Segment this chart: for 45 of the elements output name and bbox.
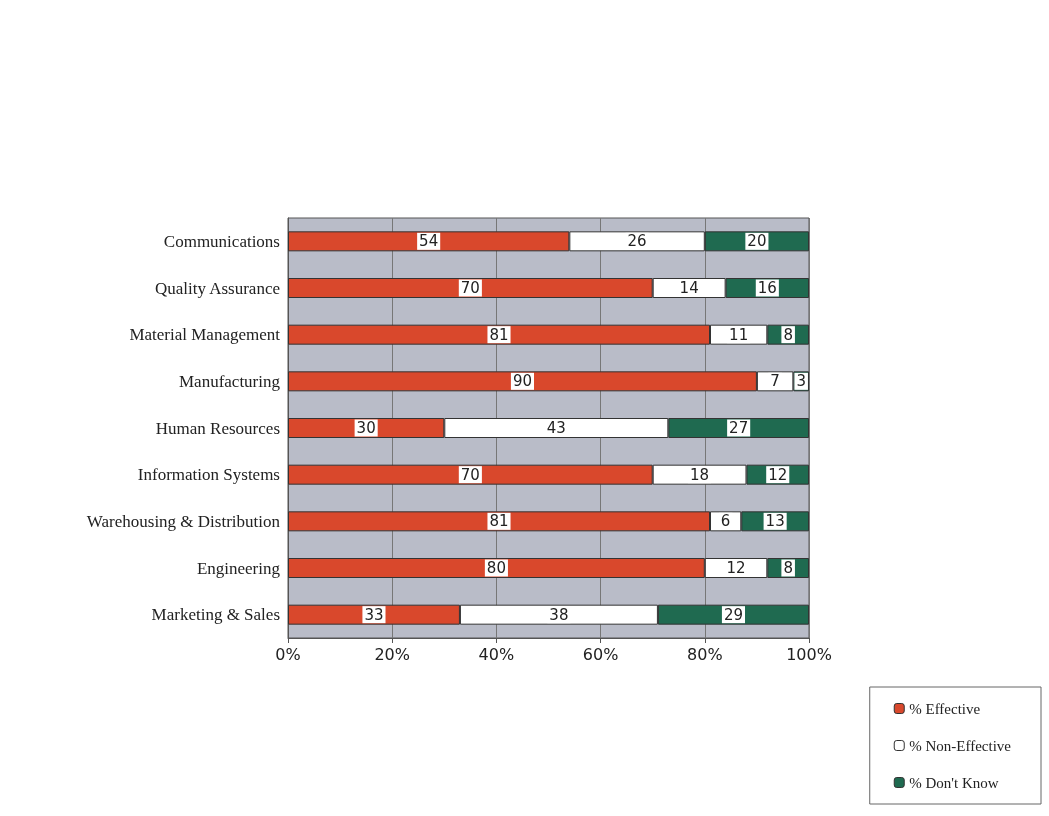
- data-label: 81: [489, 512, 509, 531]
- data-label: 12: [726, 559, 746, 577]
- data-label: 38: [549, 605, 569, 624]
- data-label: 3: [796, 372, 806, 391]
- data-label: 20: [747, 232, 767, 251]
- data-label: 54: [419, 232, 439, 251]
- data-label: 90: [512, 372, 532, 391]
- y-tick-label: Information Systems: [137, 465, 280, 485]
- x-tick-label: 80%: [687, 644, 723, 664]
- x-tick-label: 100%: [786, 644, 832, 664]
- x-tick-label: 40%: [478, 644, 515, 664]
- data-label: 80: [486, 559, 506, 577]
- y-tick-label: Material Management: [129, 325, 281, 345]
- data-label: 6: [720, 512, 731, 531]
- data-label: 30: [356, 419, 376, 437]
- y-tick-label: Marketing & Sales: [151, 605, 280, 625]
- data-label: 43: [546, 419, 566, 437]
- y-tick-label: Communications: [163, 231, 280, 251]
- data-label: 11: [729, 325, 749, 344]
- data-label: 13: [765, 512, 785, 531]
- data-label: 8: [783, 559, 793, 577]
- data-label: 70: [460, 279, 480, 297]
- data-label: 33: [364, 605, 384, 624]
- data-label: 16: [757, 279, 777, 297]
- data-label: 27: [729, 419, 749, 437]
- legend-label: % Effective: [909, 700, 981, 717]
- data-label: 7: [770, 372, 780, 391]
- data-label: 81: [489, 325, 509, 344]
- data-label: 8: [783, 325, 793, 344]
- legend-label: % Non-Effective: [909, 737, 1012, 754]
- x-tick-label: 60%: [582, 644, 619, 664]
- y-tick-label: Manufacturing: [178, 371, 281, 391]
- data-label: 29: [723, 605, 743, 624]
- data-label: 26: [627, 232, 647, 251]
- y-tick-label: Quality Assurance: [154, 278, 280, 298]
- x-tick-label: 20%: [374, 644, 410, 664]
- data-label: 14: [679, 279, 699, 297]
- y-tick-label: Engineering: [196, 558, 281, 578]
- data-label: 18: [690, 465, 710, 484]
- y-tick-label: Warehousing & Distribution: [86, 511, 281, 531]
- data-label: 12: [768, 465, 788, 484]
- data-label: 70: [460, 465, 480, 484]
- legend-label: % Don't Know: [909, 774, 999, 791]
- x-tick-label: 0%: [275, 644, 301, 664]
- y-tick-label: Human Resources: [155, 418, 280, 438]
